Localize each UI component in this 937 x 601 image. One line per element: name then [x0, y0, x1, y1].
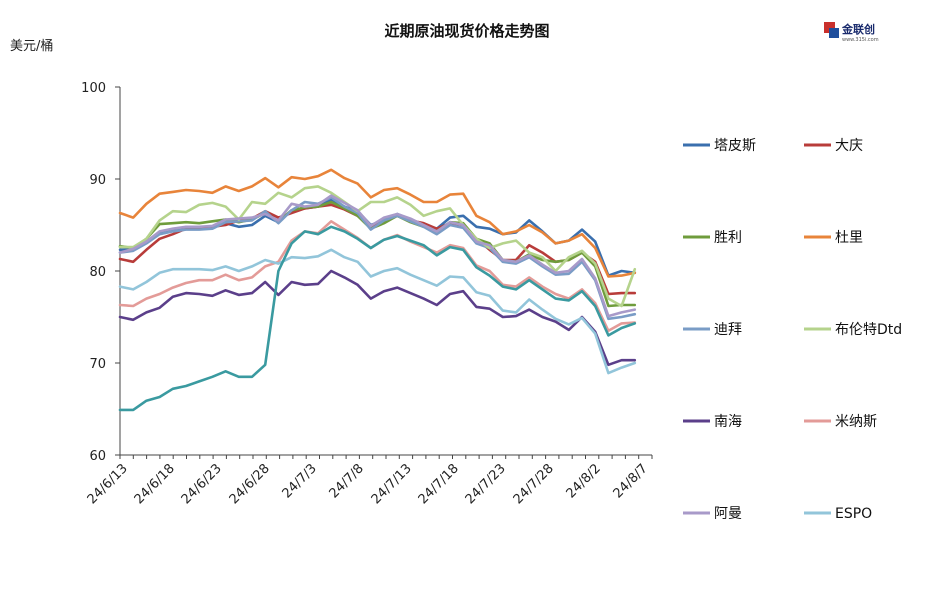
x-tick-label: 24/6/13	[85, 461, 131, 507]
logo-mark-icon-2	[829, 28, 839, 38]
series-line-overlay	[118, 225, 637, 412]
series-line-10	[118, 248, 637, 375]
x-tick-label: 24/8/2	[564, 461, 604, 501]
logo-subtext: www.315i.com	[842, 37, 879, 43]
x-tick-label: 24/7/13	[369, 461, 415, 507]
legend-label: 胜利	[714, 230, 742, 246]
series-line-9	[118, 194, 637, 318]
y-tick-label: 90	[89, 173, 106, 188]
legend-label: 塔皮斯	[714, 138, 756, 154]
logo: 金联创 www.315i.com	[824, 22, 879, 43]
y-tick-label: 80	[89, 265, 106, 280]
legend-label: 阿曼	[714, 506, 742, 522]
legend-label: 大庆	[835, 138, 863, 154]
y-axis-unit: 美元/桶	[10, 39, 53, 54]
series-line-6	[118, 185, 637, 308]
legend-label: 南海	[714, 414, 742, 430]
x-tick-label: 24/8/7	[611, 461, 651, 501]
x-tick-label: 24/6/18	[132, 461, 178, 507]
logo-text: 金联创	[841, 22, 875, 36]
y-tick-label: 100	[81, 81, 106, 96]
x-tick-label: 24/7/23	[463, 461, 509, 507]
legend-label: ESPO	[835, 506, 872, 522]
legend-label: 米纳斯	[835, 414, 877, 430]
series-lines	[118, 168, 637, 412]
x-tick-label: 24/7/3	[280, 461, 320, 501]
x-tick-label: 24/6/23	[179, 461, 225, 507]
x-tick-label: 24/7/18	[416, 461, 462, 507]
chart-title: 近期原油现货价格走势图	[384, 22, 549, 40]
y-tick-label: 70	[89, 357, 106, 372]
legend-label: 布伦特Dtd	[835, 322, 902, 338]
series-line-8	[118, 220, 637, 333]
x-tick-label: 24/7/28	[511, 461, 557, 507]
x-tick-label: 24/6/28	[227, 461, 273, 507]
series-line-5	[118, 196, 637, 321]
logo-mark-icon	[824, 22, 835, 33]
x-tick-label: 24/7/8	[327, 461, 367, 501]
series-line-3	[118, 200, 637, 308]
series-line-7	[118, 269, 637, 367]
legend-label: 杜里	[835, 230, 863, 246]
legend-label: 迪拜	[714, 322, 742, 338]
series-line-4	[118, 168, 637, 278]
series-line-1	[118, 197, 637, 277]
y-tick-label: 60	[89, 449, 106, 464]
